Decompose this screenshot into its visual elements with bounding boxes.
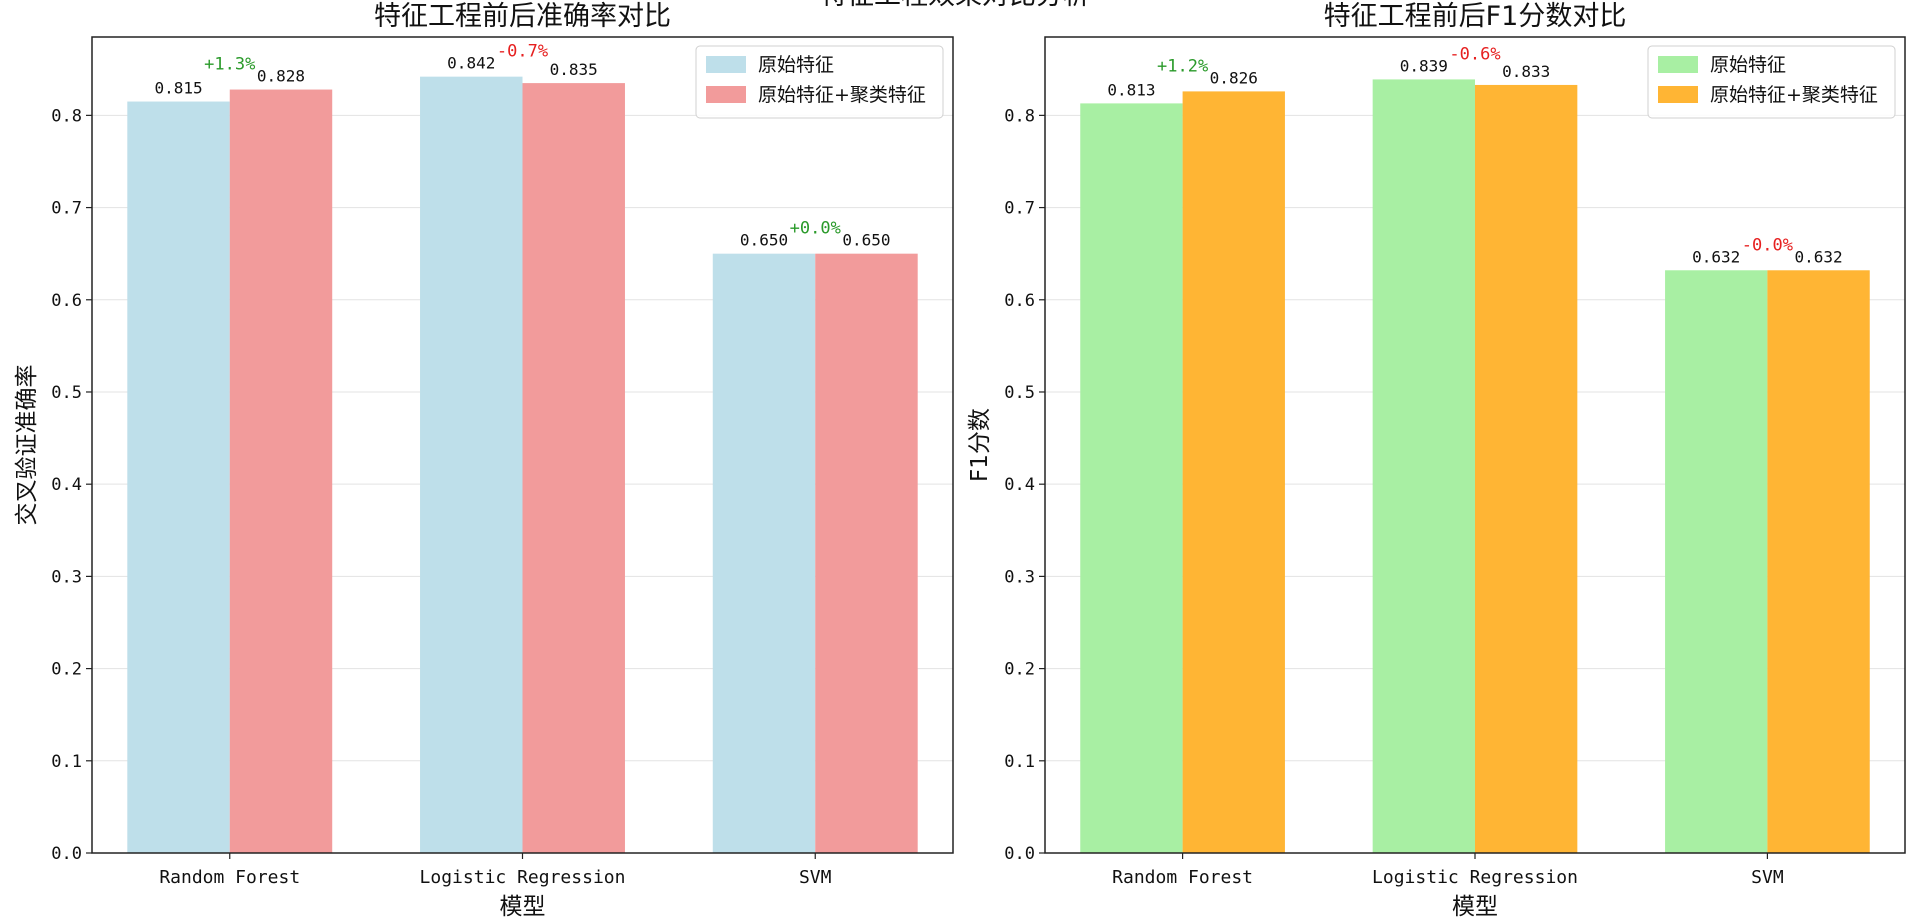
- y-tick-label: 0.3: [1004, 567, 1035, 587]
- y-tick-label: 0.0: [1004, 844, 1035, 864]
- bar-original-1[interactable]: [1080, 103, 1183, 853]
- legend-swatch: [1658, 56, 1698, 73]
- bar-original-2[interactable]: [420, 76, 523, 853]
- y-tick-label: 0.6: [51, 291, 82, 311]
- x-tick-label: Random Forest: [159, 867, 300, 888]
- change-annotation: +1.2%: [1157, 56, 1208, 76]
- legend-label: 原始特征: [758, 54, 834, 76]
- chart-title: 特征工程前后F1分数对比: [1324, 1, 1627, 32]
- plot-frame: [91, 36, 954, 854]
- bar-original-3[interactable]: [1665, 270, 1768, 854]
- legend-label: 原始特征+聚类特征: [758, 84, 926, 106]
- x-axis-label: 模型: [500, 894, 546, 917]
- y-tick-label: 0.8: [51, 106, 82, 126]
- bar-value-label: 0.839: [1400, 56, 1448, 75]
- y-tick-label: 0.2: [51, 660, 82, 680]
- bar-clustered-2[interactable]: [522, 83, 625, 854]
- change-annotation: +0.0%: [790, 219, 841, 239]
- bar-value-label: 0.650: [740, 231, 788, 250]
- y-axis-label: 交叉验证准确率: [14, 365, 40, 526]
- change-annotation: -0.0%: [1742, 235, 1793, 255]
- legend-swatch: [706, 86, 746, 103]
- y-tick-label: 0.5: [1004, 383, 1035, 403]
- change-annotation: +1.3%: [204, 55, 255, 75]
- y-tick-label: 0.1: [51, 752, 82, 772]
- y-tick-label: 0.4: [51, 475, 82, 495]
- chart-panel-1: 0.0 0.1 0.2 0.3 0.4 0.5 0.6 0.7 0.8 0.815 0.828 Ran…: [14, 1, 954, 917]
- bar-original-1[interactable]: [127, 101, 230, 854]
- bar-value-label: 0.833: [1502, 62, 1550, 81]
- bar-value-label: 0.835: [550, 60, 598, 79]
- x-tick-label: SVM: [799, 867, 832, 888]
- x-tick-label: Random Forest: [1112, 867, 1253, 888]
- legend-label: 原始特征+聚类特征: [1710, 84, 1878, 106]
- bar-clustered-1[interactable]: [229, 89, 333, 854]
- x-tick-label: Logistic Regression: [1372, 867, 1578, 888]
- x-tick-label: Logistic Regression: [420, 867, 626, 888]
- bar-value-label: 0.632: [1692, 247, 1740, 266]
- y-tick-label: 0.6: [1004, 291, 1035, 311]
- y-tick-label: 0.0: [51, 844, 82, 864]
- bar-value-label: 0.632: [1794, 247, 1842, 266]
- bar-clustered-3[interactable]: [1767, 270, 1870, 854]
- x-axis-label: 模型: [1452, 894, 1498, 917]
- legend-label: 原始特征: [1710, 54, 1786, 76]
- y-tick-label: 0.8: [1004, 106, 1035, 126]
- bar-value-label: 0.842: [447, 54, 495, 73]
- y-tick-label: 0.2: [1004, 660, 1035, 680]
- y-tick-label: 0.3: [51, 567, 82, 587]
- legend-box: [1647, 45, 1896, 119]
- x-tick-label: SVM: [1751, 867, 1784, 888]
- bar-value-label: 0.813: [1107, 80, 1155, 99]
- bar-original-3[interactable]: [712, 253, 816, 853]
- figure-suptitle: 特征工程效果对比分析: [820, 0, 1090, 11]
- change-annotation: -0.7%: [497, 42, 548, 62]
- chart-panel-2: 0.0 0.1 0.2 0.3 0.4 0.5 0.6 0.7 0.8 0.813 0.826 Ran…: [967, 1, 1906, 917]
- bar-original-2[interactable]: [1372, 79, 1475, 853]
- plot-frame: [1044, 36, 1906, 854]
- y-tick-label: 0.5: [51, 383, 82, 403]
- legend-swatch: [706, 56, 746, 73]
- chart-title: 特征工程前后准确率对比: [374, 1, 671, 32]
- bar-value-label: 0.650: [842, 231, 890, 250]
- y-tick-label: 0.7: [51, 199, 82, 219]
- bar-value-label: 0.828: [257, 67, 305, 86]
- legend-swatch: [1658, 86, 1698, 103]
- y-axis-label: F1分数: [967, 408, 993, 482]
- y-tick-label: 0.7: [1004, 199, 1035, 219]
- bar-clustered-1[interactable]: [1182, 91, 1285, 853]
- bar-value-label: 0.815: [154, 79, 202, 98]
- change-annotation: -0.6%: [1449, 44, 1500, 64]
- y-tick-label: 0.4: [1004, 475, 1035, 495]
- legend-box: [695, 45, 944, 119]
- bar-clustered-3[interactable]: [815, 253, 918, 853]
- y-tick-label: 0.1: [1004, 752, 1035, 772]
- bar-clustered-2[interactable]: [1475, 84, 1578, 854]
- bar-value-label: 0.826: [1210, 68, 1258, 87]
